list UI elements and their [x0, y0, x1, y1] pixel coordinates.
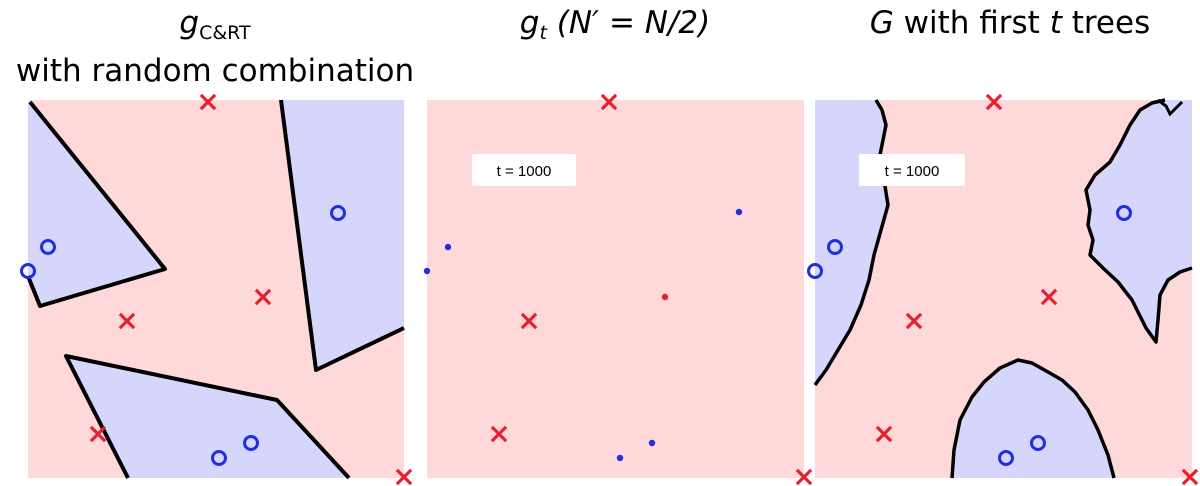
t-subscript: t: [539, 22, 547, 44]
boundary-bottom: [950, 358, 1116, 479]
panel-2-label-box: t = 1000: [472, 154, 576, 186]
blue-region-bottom: [66, 356, 349, 478]
boundary-left: [26, 100, 167, 308]
panel-2-title: gt (N′ = N/2): [470, 4, 760, 52]
blue-region-bottom: [952, 360, 1114, 478]
g-symbol: g: [179, 5, 200, 41]
panel-1-title-line2: with random combination: [15, 53, 415, 89]
panel-3-label: t = 1000: [885, 163, 940, 180]
g-subscript: C&RT: [199, 22, 251, 44]
panel-3-title: G with first t trees: [820, 4, 1200, 42]
title-3-text-b: trees: [1061, 5, 1151, 41]
panel-2-label: t = 1000: [497, 163, 552, 180]
positive-dot: [616, 454, 624, 462]
positive-dot: [423, 267, 431, 275]
negative-dot: [661, 293, 669, 301]
t-symbol: t: [1049, 5, 1062, 41]
positive-dot: [648, 439, 656, 447]
G-symbol: G: [869, 5, 894, 41]
panel-3-label-box: t = 1000: [859, 154, 965, 186]
panel-3: t = 1000: [807, 94, 1198, 485]
positive-dot: [444, 243, 452, 251]
panel-2-title-paren: (N′ = N/2): [556, 5, 711, 41]
title-3-text-a: with first: [893, 5, 1050, 41]
blue-region-left: [28, 100, 165, 306]
positive-dot: [735, 208, 743, 216]
panel-1: [20, 94, 412, 485]
panel-1-title: gC&RT with random combination: [0, 4, 430, 90]
boundary-fragment: [1157, 98, 1184, 117]
boundary-right: [279, 99, 405, 372]
boundary-bottom: [64, 354, 351, 480]
boundary-left: [813, 99, 890, 387]
panel-2: t = 1000: [423, 94, 812, 485]
boundary-right: [1084, 98, 1193, 344]
blue-region-right: [281, 100, 404, 370]
g-symbol: g: [519, 5, 540, 41]
